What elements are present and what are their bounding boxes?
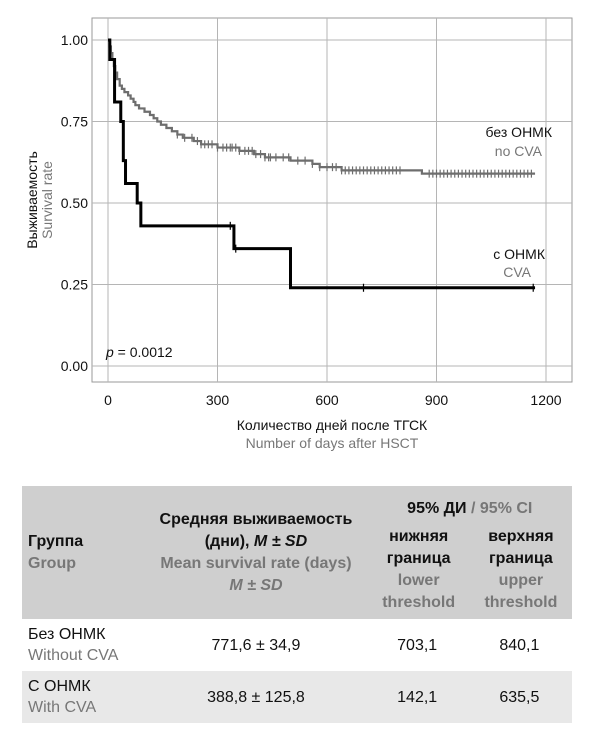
table-header-row: Группа Group Средняя выживаемость (дни),… bbox=[22, 486, 572, 619]
survival-chart: 0.00 0.25 0.50 0.75 1.00 0 300 600 900 1200 Выжи… bbox=[24, 17, 573, 451]
x-tick-label: 1200 bbox=[530, 392, 561, 408]
x-axis-label-en: Number of days after HSCT bbox=[246, 435, 419, 451]
header-upper: верхняя граница upper threshold bbox=[484, 527, 558, 611]
y-tick-label: 1.00 bbox=[61, 32, 88, 48]
header-ci-columns: нижняя граница lower threshold верхняя г… bbox=[368, 526, 572, 614]
x-tick-label: 900 bbox=[425, 392, 449, 408]
y-tick-label: 0.00 bbox=[61, 358, 88, 374]
plot-frame bbox=[91, 17, 573, 383]
series-lines bbox=[108, 38, 536, 290]
x-axis-label-ru: Количество дней после ТГСК bbox=[237, 417, 428, 433]
cell-mean: 388,8 ± 125,8 bbox=[144, 671, 368, 723]
legend-no-cva-ru: без ОНМК bbox=[486, 124, 553, 140]
y-axis-label-en: Survival rate bbox=[39, 161, 55, 239]
table-row: Без ОНМК Without CVA 771,6 ± 34,9 703,1 … bbox=[22, 619, 572, 671]
header-group-ru: Группа bbox=[28, 532, 84, 550]
cell-group: Без ОНМК Without CVA bbox=[22, 619, 145, 671]
y-axis-label-ru: Выживаемость bbox=[24, 151, 40, 249]
x-tick-label: 600 bbox=[315, 392, 339, 408]
cell-lower: 142,1 bbox=[367, 671, 467, 723]
header-mean-en-1: Mean survival rate (days) bbox=[160, 554, 352, 572]
cell-group: С ОНМК With CVA bbox=[22, 671, 145, 723]
header-mean-ru-2: (дни), M ± SD bbox=[204, 532, 308, 550]
header-mean-en-2: M ± SD bbox=[229, 576, 283, 594]
legend-cva-ru: с ОНМК bbox=[493, 246, 546, 262]
table-row: С ОНМК With CVA 388,8 ± 125,8 142,1 635,… bbox=[22, 671, 572, 723]
series-line-cva bbox=[108, 38, 536, 290]
gridlines bbox=[92, 18, 572, 382]
header-group-en: Group bbox=[28, 554, 76, 572]
y-tick-label: 0.25 bbox=[61, 277, 88, 293]
header-ci-title: 95% ДИ / 95% CI bbox=[407, 499, 533, 517]
p-value-annotation: p = 0.0012 bbox=[105, 344, 173, 360]
header-lower: нижняя граница lower threshold bbox=[382, 527, 456, 611]
censor-marks bbox=[176, 130, 534, 292]
y-tick-label: 0.50 bbox=[61, 195, 88, 211]
x-tick-label: 0 bbox=[104, 392, 112, 408]
legend-cva-en: CVA bbox=[503, 264, 531, 280]
cell-upper: 840,1 bbox=[466, 619, 572, 671]
cell-mean: 771,6 ± 34,9 bbox=[144, 619, 368, 671]
series-line-no-cva bbox=[108, 38, 536, 175]
legend-no-cva-en: no CVA bbox=[495, 143, 543, 159]
cell-upper: 635,5 bbox=[466, 671, 572, 723]
header-group: Группа Group bbox=[22, 486, 144, 619]
x-tick-labels: 0 300 600 900 1200 bbox=[104, 392, 562, 408]
header-mean-ru-1: Средняя выживаемость bbox=[159, 510, 353, 528]
survival-table: Группа Group Средняя выживаемость (дни),… bbox=[22, 486, 572, 723]
header-mean: Средняя выживаемость (дни), M ± SD Mean … bbox=[144, 486, 367, 619]
cell-lower: 703,1 bbox=[367, 619, 467, 671]
x-tick-label: 300 bbox=[206, 392, 230, 408]
y-tick-label: 0.75 bbox=[61, 114, 88, 130]
header-ci: 95% ДИ / 95% CI нижняя граница lower thr… bbox=[368, 486, 572, 619]
y-tick-labels: 0.00 0.25 0.50 0.75 1.00 bbox=[61, 32, 88, 374]
